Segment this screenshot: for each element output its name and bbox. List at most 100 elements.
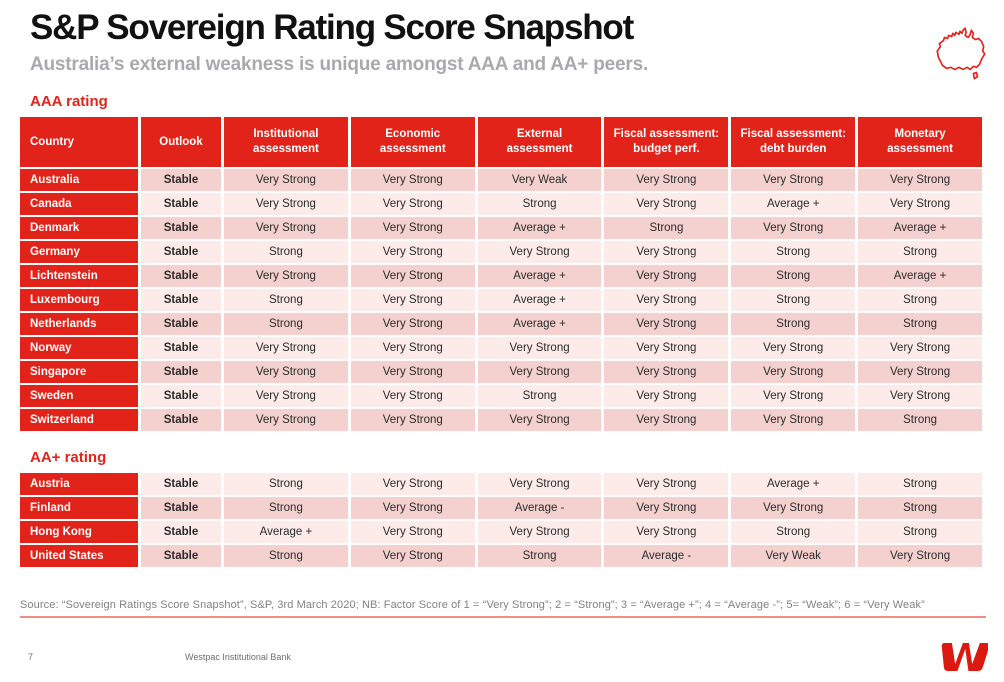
rating-cell: Very Strong [350, 240, 475, 263]
country-cell: Germany [20, 240, 138, 263]
rating-cell: Average + [224, 520, 348, 543]
rating-cell: Average - [604, 544, 729, 567]
rating-cell: Very Strong [604, 496, 729, 519]
outlook-cell: Stable [141, 312, 221, 335]
rating-cell: Average + [858, 216, 982, 239]
aaa-rating-table: Country Outlook Institutional assessment Ec… [17, 115, 985, 433]
rating-cell: Average + [858, 264, 982, 287]
rating-cell: Very Strong [224, 264, 348, 287]
outlook-cell: Stable [141, 336, 221, 359]
rating-cell: Very Strong [350, 408, 475, 431]
rating-cell: Strong [731, 312, 856, 335]
country-cell: Lichtenstein [20, 264, 138, 287]
country-cell: Luxembourg [20, 288, 138, 311]
aa-plus-rating-table: Austria Stable Strong Very Strong Very Stron… [17, 471, 985, 569]
outlook-cell: Stable [141, 384, 221, 407]
country-cell: Austria [20, 472, 138, 495]
rating-cell: Strong [858, 240, 982, 263]
rating-cell: Very Strong [604, 336, 729, 359]
rating-cell: Strong [224, 544, 348, 567]
rating-cell: Very Strong [224, 216, 348, 239]
rating-cell: Strong [224, 240, 348, 263]
header-row: Country Outlook Institutional assessment Ec… [20, 116, 982, 167]
rating-cell: Very Strong [477, 472, 602, 495]
column-header: Institutional assessment [224, 116, 348, 167]
country-cell: Australia [20, 168, 138, 191]
rating-cell: Very Strong [350, 288, 475, 311]
rating-cell: Very Strong [731, 360, 856, 383]
section-label-aa-plus: AA+ rating [30, 448, 107, 466]
westpac-w-logo-icon [941, 643, 988, 671]
table-row: Germany Stable Strong Very Strong Very Stron… [20, 240, 982, 263]
outlook-cell: Stable [141, 216, 221, 239]
rating-cell: Very Strong [731, 384, 856, 407]
table-row: Singapore Stable Very Strong Very Strong Ver… [20, 360, 982, 383]
page-title: S&P Sovereign Rating Score Snapshot [30, 8, 634, 47]
rating-cell: Very Strong [604, 240, 729, 263]
rating-cell: Strong [224, 288, 348, 311]
rating-cell: Average + [477, 288, 602, 311]
table-row: Luxembourg Stable Strong Very Strong Average… [20, 288, 982, 311]
footer-organisation: Westpac Institutional Bank [185, 652, 291, 662]
table-row: Hong Kong Stable Average + Very Strong Very … [20, 520, 982, 543]
country-cell: Sweden [20, 384, 138, 407]
outlook-cell: Stable [141, 168, 221, 191]
rating-cell: Strong [224, 496, 348, 519]
rating-cell: Very Strong [604, 384, 729, 407]
rating-cell: Very Strong [477, 360, 602, 383]
rating-cell: Very Strong [604, 288, 729, 311]
australia-map-icon [936, 27, 986, 80]
rating-cell: Very Strong [477, 408, 602, 431]
country-cell: Netherlands [20, 312, 138, 335]
table-row: Switzerland Stable Very Strong Very Strong V… [20, 408, 982, 431]
column-header: Country [20, 116, 138, 167]
country-cell: Singapore [20, 360, 138, 383]
rating-cell: Very Strong [350, 336, 475, 359]
rating-cell: Very Strong [858, 360, 982, 383]
rating-cell: Very Strong [350, 520, 475, 543]
rating-cell: Strong [858, 408, 982, 431]
outlook-cell: Stable [141, 240, 221, 263]
table-row: Finland Stable Strong Very Strong Average -V… [20, 496, 982, 519]
page-subtitle: Australia’s external weakness is unique … [30, 53, 649, 75]
country-cell: Canada [20, 192, 138, 215]
rating-cell: Strong [477, 384, 602, 407]
rating-cell: Strong [604, 216, 729, 239]
rating-cell: Very Strong [731, 168, 856, 191]
table-row: Netherlands Stable Strong Very Strong Averag… [20, 312, 982, 335]
rating-cell: Strong [858, 288, 982, 311]
source-note: Source: “Sovereign Ratings Score Snapsho… [20, 599, 986, 618]
rating-cell: Very Strong [731, 496, 856, 519]
rating-cell: Very Strong [350, 216, 475, 239]
outlook-cell: Stable [141, 496, 221, 519]
rating-cell: Strong [477, 544, 602, 567]
page-number: 7 [28, 652, 34, 662]
rating-cell: Very Strong [604, 472, 729, 495]
rating-cell: Very Strong [350, 360, 475, 383]
rating-cell: Strong [858, 312, 982, 335]
table-row: Canada Stable Very Strong Very Strong Strong… [20, 192, 982, 215]
rating-cell: Very Strong [350, 312, 475, 335]
country-cell: Denmark [20, 216, 138, 239]
rating-cell: Strong [224, 312, 348, 335]
table-row: United States Stable Strong Very Strong Stro… [20, 544, 982, 567]
rating-cell: Very Strong [350, 544, 475, 567]
rating-cell: Average + [477, 312, 602, 335]
column-header: Outlook [141, 116, 221, 167]
rating-cell: Very Strong [350, 496, 475, 519]
column-header: Fiscal assessment: budget perf. [604, 116, 729, 167]
rating-cell: Very Strong [604, 520, 729, 543]
rating-cell: Strong [858, 472, 982, 495]
table-row: Norway Stable Very Strong Very Strong Very S… [20, 336, 982, 359]
rating-cell: Very Strong [731, 216, 856, 239]
rating-cell: Strong [477, 192, 602, 215]
rating-cell: Very Strong [858, 336, 982, 359]
rating-cell: Very Strong [350, 472, 475, 495]
outlook-cell: Stable [141, 360, 221, 383]
rating-cell: Very Strong [477, 240, 602, 263]
rating-cell: Very Strong [604, 408, 729, 431]
rating-cell: Strong [731, 288, 856, 311]
column-header: Monetary assessment [858, 116, 982, 167]
rating-cell: Very Strong [350, 192, 475, 215]
